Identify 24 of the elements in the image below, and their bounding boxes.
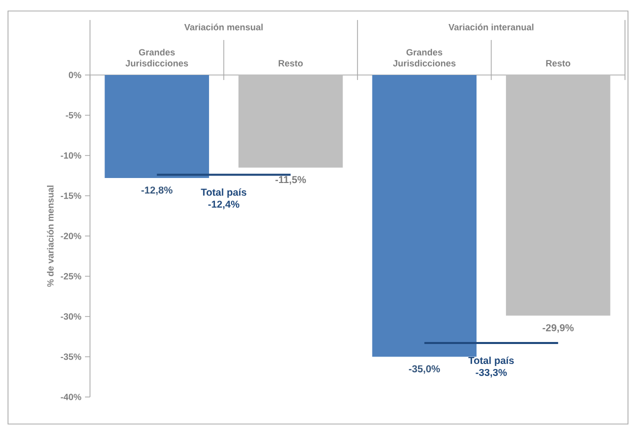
y-tick-label: -35% [60,354,82,360]
text: Variación mensual [184,24,263,30]
y-tick-label: -25% [60,273,82,280]
annotation: -12,4% [208,200,240,210]
y-tick-label: -5% [66,112,82,118]
y-tick-label: -30% [60,313,82,320]
x-tick-label: Resto [546,60,570,66]
y-tick-label: 0% [68,72,82,78]
y-axis-title: % de variación mensual [46,186,54,287]
series-label: Total país [200,188,246,198]
y-tick-label: -40% [60,394,82,400]
data-label: -35,0% [408,365,440,374]
x-tick-label: Grandes Jurisdicciones [126,48,188,66]
annotation: -33,3% [476,368,507,378]
series-label: Total país [468,356,514,366]
data-label: -12,8% [141,186,172,196]
data-label: -11,5% [275,176,306,185]
x-tick-label: Resto [278,60,303,66]
y-tick-label: -10% [60,152,82,159]
y-tick-label: -15% [60,192,82,199]
text: Variación interanual [448,24,534,30]
data-label: -29,9% [542,324,574,333]
x-tick-label: Grandes Jurisdicciones [393,48,456,66]
y-tick-label: -20% [60,232,82,240]
